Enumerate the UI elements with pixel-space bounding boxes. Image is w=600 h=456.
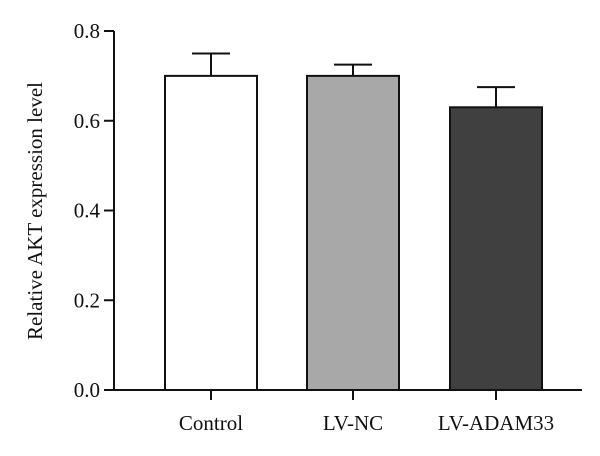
y-tick-label: 0.4 <box>74 199 101 223</box>
x-tick-label: Control <box>179 411 243 435</box>
bar-lv-nc <box>306 74 400 391</box>
y-tick-label: 0.6 <box>74 109 100 133</box>
bar-lv-adam33 <box>449 106 543 391</box>
x-tick-label: LV-NC <box>323 411 383 435</box>
bar-control <box>164 74 258 391</box>
y-tick-label: 0.2 <box>74 288 100 312</box>
plot-area: 0.0 0.2 0.4 0.6 0.8 Control LV-NC LV-ADAM33 <box>74 19 582 435</box>
y-tick-label: 0.8 <box>74 19 100 43</box>
y-axis-title: Relative AKT expression level <box>23 82 47 340</box>
y-tick-label: 0.0 <box>74 378 100 402</box>
x-tick-label: LV-ADAM33 <box>438 411 554 435</box>
